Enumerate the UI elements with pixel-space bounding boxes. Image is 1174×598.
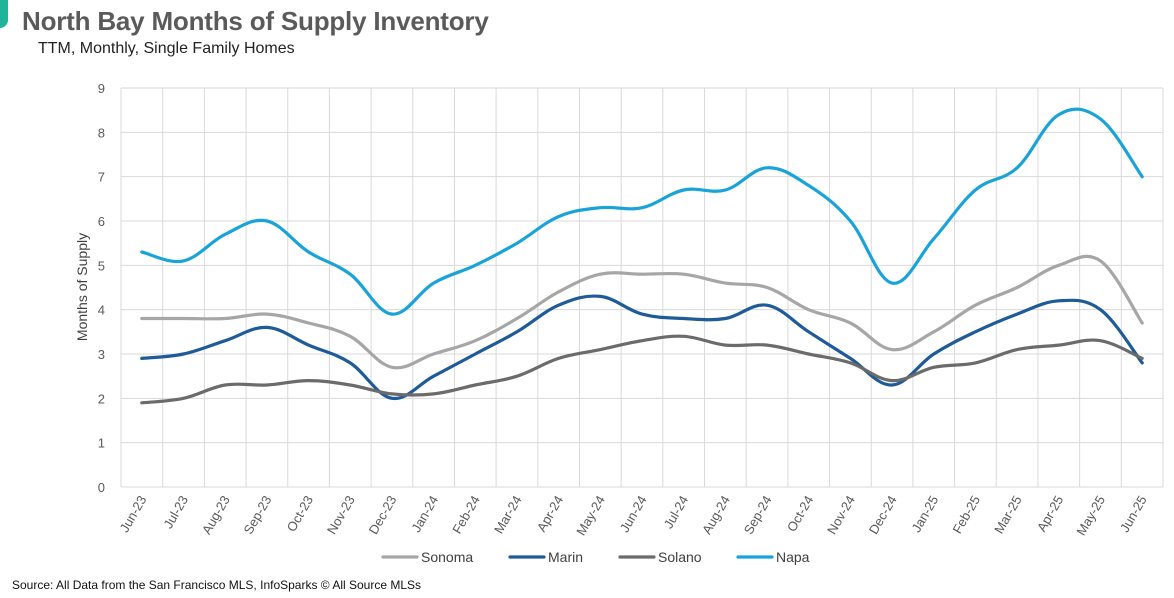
x-tick-label: Jun-25: [1117, 493, 1150, 535]
x-tick-label: Jan-25: [908, 493, 941, 535]
x-tick-label: Feb-25: [949, 493, 983, 536]
series-line-napa: [140, 107, 1144, 316]
y-axis-label: Months of Supply: [74, 233, 90, 341]
x-tick-label: Jan-24: [408, 493, 441, 535]
y-tick-label: 4: [98, 303, 105, 318]
x-tick-label: Aug-24: [699, 493, 733, 537]
y-axis-ticks: 0 1 2 3 4 5 6 7 8 9: [98, 81, 105, 495]
y-tick-label: 7: [98, 170, 105, 185]
x-tick-label: Dec-24: [866, 493, 900, 537]
x-tick-label: Jul-24: [661, 493, 692, 531]
x-tick-label: Mar-25: [991, 493, 1025, 536]
x-tick-label: Jul-23: [160, 493, 191, 531]
gridlines: [120, 87, 1164, 488]
x-tick-label: Feb-24: [449, 493, 483, 536]
series-line-marin: [140, 294, 1144, 400]
x-tick-label: Mar-24: [491, 493, 525, 536]
series-lines: [140, 107, 1144, 405]
y-tick-label: 8: [98, 125, 105, 140]
legend-label-sonoma: Sonoma: [421, 549, 473, 565]
legend-label-solano: Solano: [658, 549, 702, 565]
legend: Sonoma Marin Solano Napa: [381, 549, 810, 565]
legend-label-napa: Napa: [776, 549, 810, 565]
accent-bar: [0, 0, 8, 28]
x-tick-label: Nov-24: [824, 493, 858, 537]
y-tick-label: 2: [98, 391, 105, 406]
x-axis-ticks: Jun-23 Jul-23 Aug-23 Sep-23 Oct-23 Nov-23 Dec-…: [117, 493, 1150, 538]
x-tick-label: Jun-23: [117, 493, 150, 535]
series-line-solano: [140, 334, 1144, 405]
x-tick-label: May-25: [1073, 493, 1108, 538]
y-tick-label: 0: [98, 480, 105, 495]
x-tick-label: Dec-23: [366, 493, 400, 537]
x-tick-label: Apr-25: [1034, 493, 1067, 534]
y-tick-label: 5: [98, 258, 105, 273]
y-tick-label: 3: [98, 347, 105, 362]
y-tick-label: 1: [98, 436, 105, 451]
y-tick-label: 9: [98, 81, 105, 96]
y-tick-label: 6: [98, 214, 105, 229]
x-tick-label: May-24: [573, 493, 608, 538]
x-tick-label: Sep-23: [241, 493, 275, 537]
chart-subtitle: TTM, Monthly, Single Family Homes: [38, 40, 295, 57]
x-tick-label: Oct-23: [284, 493, 316, 534]
x-tick-label: Apr-24: [534, 493, 567, 534]
source-note: Source: All Data from the San Francisco …: [12, 578, 422, 592]
x-tick-label: Oct-24: [784, 493, 816, 534]
legend-label-marin: Marin: [548, 549, 583, 565]
series-line-sonoma: [140, 254, 1144, 370]
x-tick-label: Sep-24: [741, 493, 775, 537]
x-tick-label: Nov-23: [324, 493, 358, 537]
chart-title: North Bay Months of Supply Inventory: [22, 6, 489, 36]
x-tick-label: Jun-24: [617, 493, 650, 535]
x-tick-label: Aug-23: [199, 493, 233, 537]
